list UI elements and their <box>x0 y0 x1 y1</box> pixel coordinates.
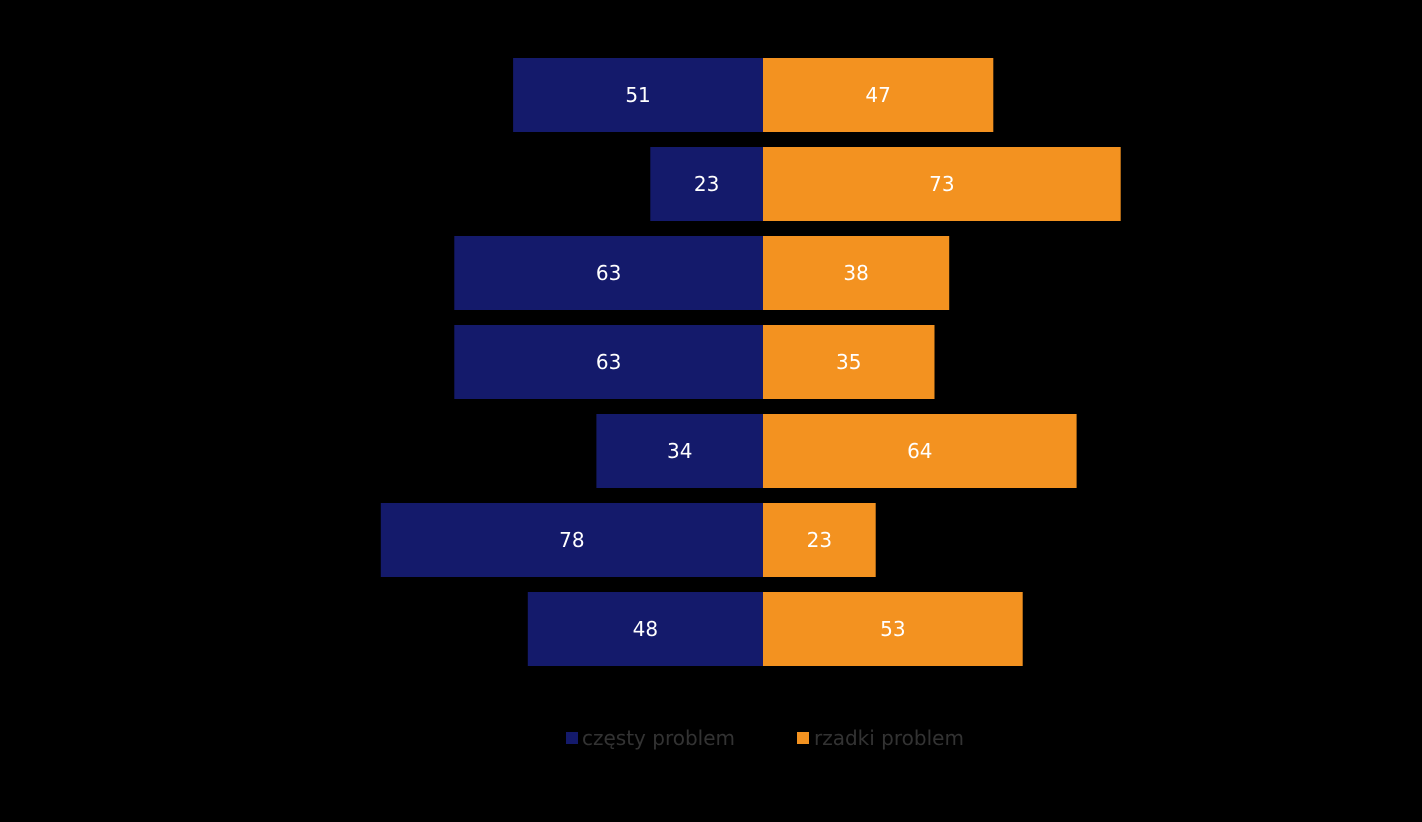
bar-czesty-problem-3 <box>454 236 763 310</box>
data-label-rzadki-problem-3: 38 <box>843 261 868 285</box>
bar-czesty-problem-2 <box>650 147 763 221</box>
legend-swatch-rzadki-problem <box>797 732 809 744</box>
data-label-czesty-problem-6: 78 <box>559 528 584 552</box>
bar-czesty-problem-1 <box>513 58 763 132</box>
data-label-rzadki-problem-5: 64 <box>907 439 932 463</box>
data-label-czesty-problem-4: 63 <box>596 350 621 374</box>
data-label-czesty-problem-3: 63 <box>596 261 621 285</box>
bar-czesty-problem-6 <box>380 503 763 577</box>
legend-swatch-czesty-problem <box>566 732 578 744</box>
data-label-rzadki-problem-7: 53 <box>880 617 905 641</box>
bars-group <box>380 58 1121 666</box>
data-label-czesty-problem-1: 51 <box>625 83 650 107</box>
data-label-czesty-problem-7: 48 <box>633 617 658 641</box>
data-label-czesty-problem-2: 23 <box>694 172 719 196</box>
legend-label-czesty-problem: częsty problem <box>582 726 735 750</box>
legend: częsty problem rzadki problem <box>566 726 964 750</box>
bar-czesty-problem-4 <box>454 325 763 399</box>
data-label-rzadki-problem-2: 73 <box>929 172 954 196</box>
bar-rzadki-problem-3 <box>763 236 950 310</box>
bar-rzadki-problem-5 <box>763 414 1077 488</box>
data-label-rzadki-problem-4: 35 <box>836 350 861 374</box>
bar-rzadki-problem-6 <box>763 503 876 577</box>
bar-czesty-problem-7 <box>527 592 763 666</box>
bar-czesty-problem-5 <box>596 414 763 488</box>
bar-rzadki-problem-4 <box>763 325 935 399</box>
data-label-rzadki-problem-6: 23 <box>807 528 832 552</box>
data-label-czesty-problem-5: 34 <box>667 439 692 463</box>
bar-rzadki-problem-1 <box>763 58 994 132</box>
bar-rzadki-problem-7 <box>763 592 1023 666</box>
bar-rzadki-problem-2 <box>763 147 1121 221</box>
legend-label-rzadki-problem: rzadki problem <box>814 726 964 750</box>
data-label-rzadki-problem-1: 47 <box>865 83 890 107</box>
data-labels-group: 51 47 23 73 63 38 63 35 34 64 78 23 48 53 <box>559 83 954 641</box>
